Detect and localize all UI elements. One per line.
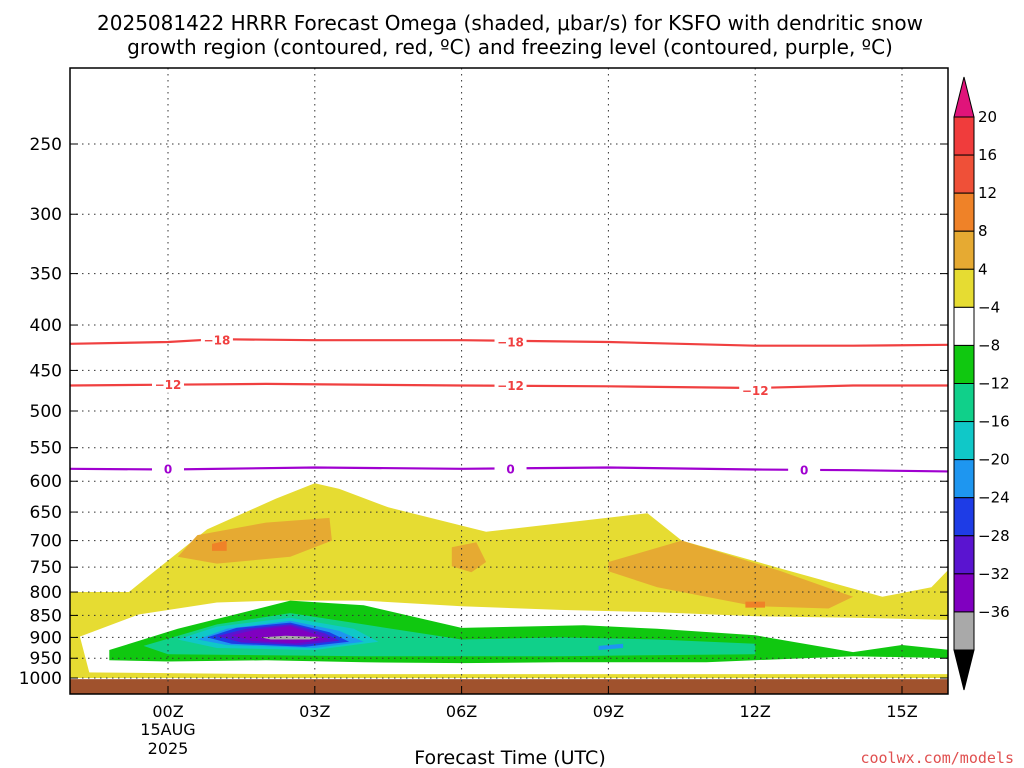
y-tick-label: 900 xyxy=(30,628,62,648)
colorbar-label: 20 xyxy=(978,108,997,126)
time-axis: 00Z 03Z 06Z 09Z 12Z 15Z xyxy=(152,686,918,721)
colorbar-label: 8 xyxy=(978,222,988,240)
contour-line-2 xyxy=(70,466,948,473)
colorbar-label: 12 xyxy=(978,184,997,202)
x-tick-label: 03Z xyxy=(299,702,330,721)
terrain-band xyxy=(70,679,948,694)
colorbar-swatch xyxy=(953,421,975,461)
colorbar-label: −8 xyxy=(978,336,1000,354)
contour-label: −18 xyxy=(204,334,231,348)
colorbar-label: −4 xyxy=(978,298,1000,316)
omega-region-11 xyxy=(598,643,624,650)
omega-shading xyxy=(70,483,948,678)
y-tick-label: 750 xyxy=(30,558,62,578)
colorbar-swatch xyxy=(953,192,975,232)
plot-grid xyxy=(70,68,948,694)
omega-region-3 xyxy=(451,542,487,573)
contour-label: −12 xyxy=(155,378,182,392)
y-tick-label: 650 xyxy=(30,503,62,523)
contour-label: 0 xyxy=(506,462,514,476)
contour-label: −18 xyxy=(497,336,524,350)
contour-label-bg xyxy=(200,332,233,349)
colorbar-swatch xyxy=(953,154,975,194)
contour-label-bg xyxy=(152,376,184,393)
colorbar-label: −32 xyxy=(978,565,1010,583)
colorbar-swatch xyxy=(953,344,975,384)
colorbar-swatch xyxy=(953,497,975,537)
y-tick-label: 700 xyxy=(30,532,62,552)
x-tick-label: 12Z xyxy=(740,702,771,721)
omega-region-4 xyxy=(608,540,854,609)
y-tick-label: 350 xyxy=(30,265,62,285)
contour-label: 0 xyxy=(164,462,172,476)
contour-label-bg xyxy=(152,460,184,477)
colorbar-swatch xyxy=(953,268,975,308)
colorbar-label: −36 xyxy=(978,603,1010,621)
colorbar-label: −28 xyxy=(978,527,1010,545)
chart-title-line2: growth region (contoured, red, ºC) and f… xyxy=(127,35,893,59)
x-axis-label: Forecast Time (UTC) xyxy=(414,747,605,768)
omega-region-15 xyxy=(261,635,320,640)
y-tick-label: 400 xyxy=(30,316,62,336)
contour-label-bg xyxy=(494,334,527,351)
y-tick-label: 250 xyxy=(30,135,62,155)
y-tick-label: 500 xyxy=(30,402,62,422)
terrain-surface xyxy=(70,679,948,694)
y-tick-label: 1000 xyxy=(19,669,62,689)
x-tick-label: 15Z xyxy=(886,702,917,721)
omega-region-1 xyxy=(70,672,948,678)
contour-label: −12 xyxy=(742,384,769,398)
contour-label-bg xyxy=(788,462,821,479)
x-tick-label: 00Z xyxy=(152,702,183,721)
x-date-day: 15AUG xyxy=(140,720,195,739)
colorbar-swatch xyxy=(953,306,975,346)
contour-line-1 xyxy=(70,382,948,390)
pressure-axis: 2503003504004505005506006507007508008509… xyxy=(19,135,948,689)
temperature-contours: −18 −18 −12 −12 −12 0 0 0 xyxy=(70,332,948,479)
contour-label-bg xyxy=(494,377,527,394)
y-tick-label: 300 xyxy=(30,205,62,225)
y-tick-label: 550 xyxy=(30,439,62,459)
colorbar-label: −20 xyxy=(978,451,1010,469)
colorbar-under-arrow xyxy=(953,649,975,691)
colorbar-swatch xyxy=(953,116,975,156)
contour-line-0 xyxy=(70,338,948,347)
y-tick-label: 600 xyxy=(30,472,62,492)
contour-label-bg xyxy=(739,382,772,399)
colorbar-over-arrow xyxy=(953,76,975,118)
omega-region-2 xyxy=(177,517,332,564)
x-tick-label: 06Z xyxy=(446,702,477,721)
colorbar-label: 4 xyxy=(978,260,988,278)
colorbar-swatch xyxy=(953,230,975,270)
chart-title-line1: 2025081422 HRRR Forecast Omega (shaded, … xyxy=(97,11,923,35)
colorbar-label: 16 xyxy=(978,146,997,164)
colorbar-swatch xyxy=(953,535,975,575)
colorbar-label: −24 xyxy=(978,489,1010,507)
contour-label: 0 xyxy=(800,464,808,478)
omega-region-5 xyxy=(212,540,227,551)
plot-frame xyxy=(69,67,949,695)
x-date-year: 2025 xyxy=(148,739,189,758)
colorbar-label: −12 xyxy=(978,375,1010,393)
colorbar-swatch xyxy=(953,459,975,499)
omega-region-6 xyxy=(745,601,765,608)
y-tick-label: 450 xyxy=(30,361,62,381)
colorbar-swatch xyxy=(953,573,975,613)
y-tick-label: 950 xyxy=(30,649,62,669)
credit-link[interactable]: coolwx.com/models xyxy=(860,749,1014,767)
omega-colorbar: 20 16 12 8 4 −4 −8 −12 −16 −20 −24 −28 −32 −36 xyxy=(953,76,1010,691)
y-tick-label: 800 xyxy=(30,583,62,603)
y-tick-label: 850 xyxy=(30,606,62,626)
colorbar-label: −16 xyxy=(978,413,1010,431)
colorbar-swatch xyxy=(953,611,975,651)
contour-label: −12 xyxy=(497,379,524,393)
colorbar-swatch xyxy=(953,383,975,423)
x-tick-label: 09Z xyxy=(593,702,624,721)
contour-label-bg xyxy=(494,460,527,477)
